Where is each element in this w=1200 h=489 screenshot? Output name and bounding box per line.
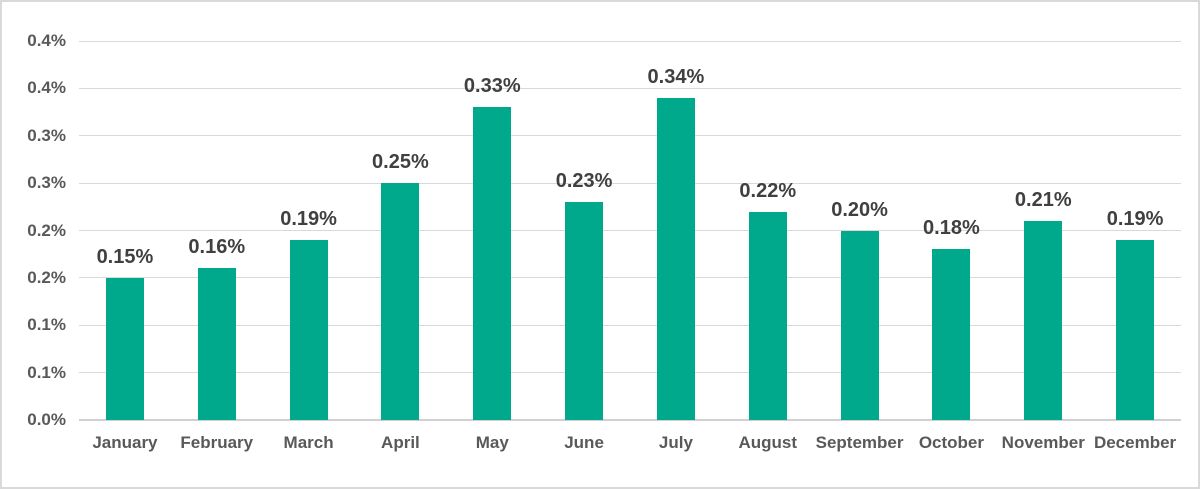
y-axis-tick-label: 0.1% xyxy=(27,362,66,382)
bar-value-label: 0.25% xyxy=(372,151,429,174)
gridline xyxy=(79,277,1181,279)
y-axis-tick-label: 0.4% xyxy=(27,78,66,98)
x-axis-category-label: May xyxy=(475,433,509,452)
bar-may xyxy=(473,107,512,420)
gridline xyxy=(79,40,1181,42)
x-axis-category-label: January xyxy=(92,433,158,452)
gridline xyxy=(79,324,1181,326)
y-axis-tick-label: 0.3% xyxy=(27,125,66,145)
bar-december xyxy=(1116,239,1155,420)
bar-july xyxy=(656,97,695,420)
bar-value-label: 0.34% xyxy=(647,65,705,88)
y-axis-tick-label: 0.3% xyxy=(27,173,66,193)
y-axis-tick-label: 0.4% xyxy=(27,31,66,50)
x-axis-category-label: June xyxy=(564,433,604,452)
y-axis-tick-label: 0.2% xyxy=(27,267,66,287)
x-axis-line xyxy=(79,419,1181,421)
gridline xyxy=(79,87,1181,89)
gridline xyxy=(79,372,1181,374)
plot-area: 0.15% 0.16% 0.19% 0.25% 0.33% 0.23% 0.34% 0.22%… xyxy=(79,40,1181,421)
bar-september xyxy=(840,230,879,420)
x-axis-category-label: October xyxy=(918,433,984,452)
bar-november xyxy=(1024,221,1063,420)
y-axis-tick-label: 0.2% xyxy=(27,220,66,240)
x-axis-category-label: August xyxy=(738,433,798,452)
bar-value-label: 0.22% xyxy=(739,179,797,202)
bar-value-label: 0.33% xyxy=(463,75,521,98)
x-axis-category-label: April xyxy=(381,433,420,452)
x-axis-category-label: March xyxy=(283,433,334,452)
x-axis-category-label: September xyxy=(815,433,904,452)
bar-value-label: 0.19% xyxy=(280,207,337,230)
bar-value-label: 0.20% xyxy=(831,198,888,221)
bar-october xyxy=(932,249,971,420)
bar-february xyxy=(197,268,236,420)
bar-august xyxy=(748,211,787,420)
bar-january xyxy=(105,277,144,420)
gridline xyxy=(79,182,1181,184)
gridline xyxy=(79,135,1181,137)
bar-april xyxy=(381,183,420,420)
x-axis-category-label: November xyxy=(1001,433,1085,452)
bar-value-label: 0.15% xyxy=(96,245,154,268)
bar-value-label: 0.23% xyxy=(555,170,613,193)
x-axis-category-label: December xyxy=(1093,433,1177,452)
bar-march xyxy=(289,239,328,420)
bar-value-label: 0.18% xyxy=(923,217,980,240)
bar-value-label: 0.16% xyxy=(188,236,246,259)
bar-june xyxy=(565,202,604,420)
x-axis-category-label: February xyxy=(180,433,254,452)
y-axis-tick-label: 0.0% xyxy=(27,410,66,429)
bar-value-label: 0.21% xyxy=(1014,189,1072,212)
bar-value-label: 0.19% xyxy=(1106,207,1164,230)
y-axis-tick-label: 0.1% xyxy=(27,315,66,335)
gridline xyxy=(79,230,1181,231)
x-axis-category-label: July xyxy=(658,433,693,452)
